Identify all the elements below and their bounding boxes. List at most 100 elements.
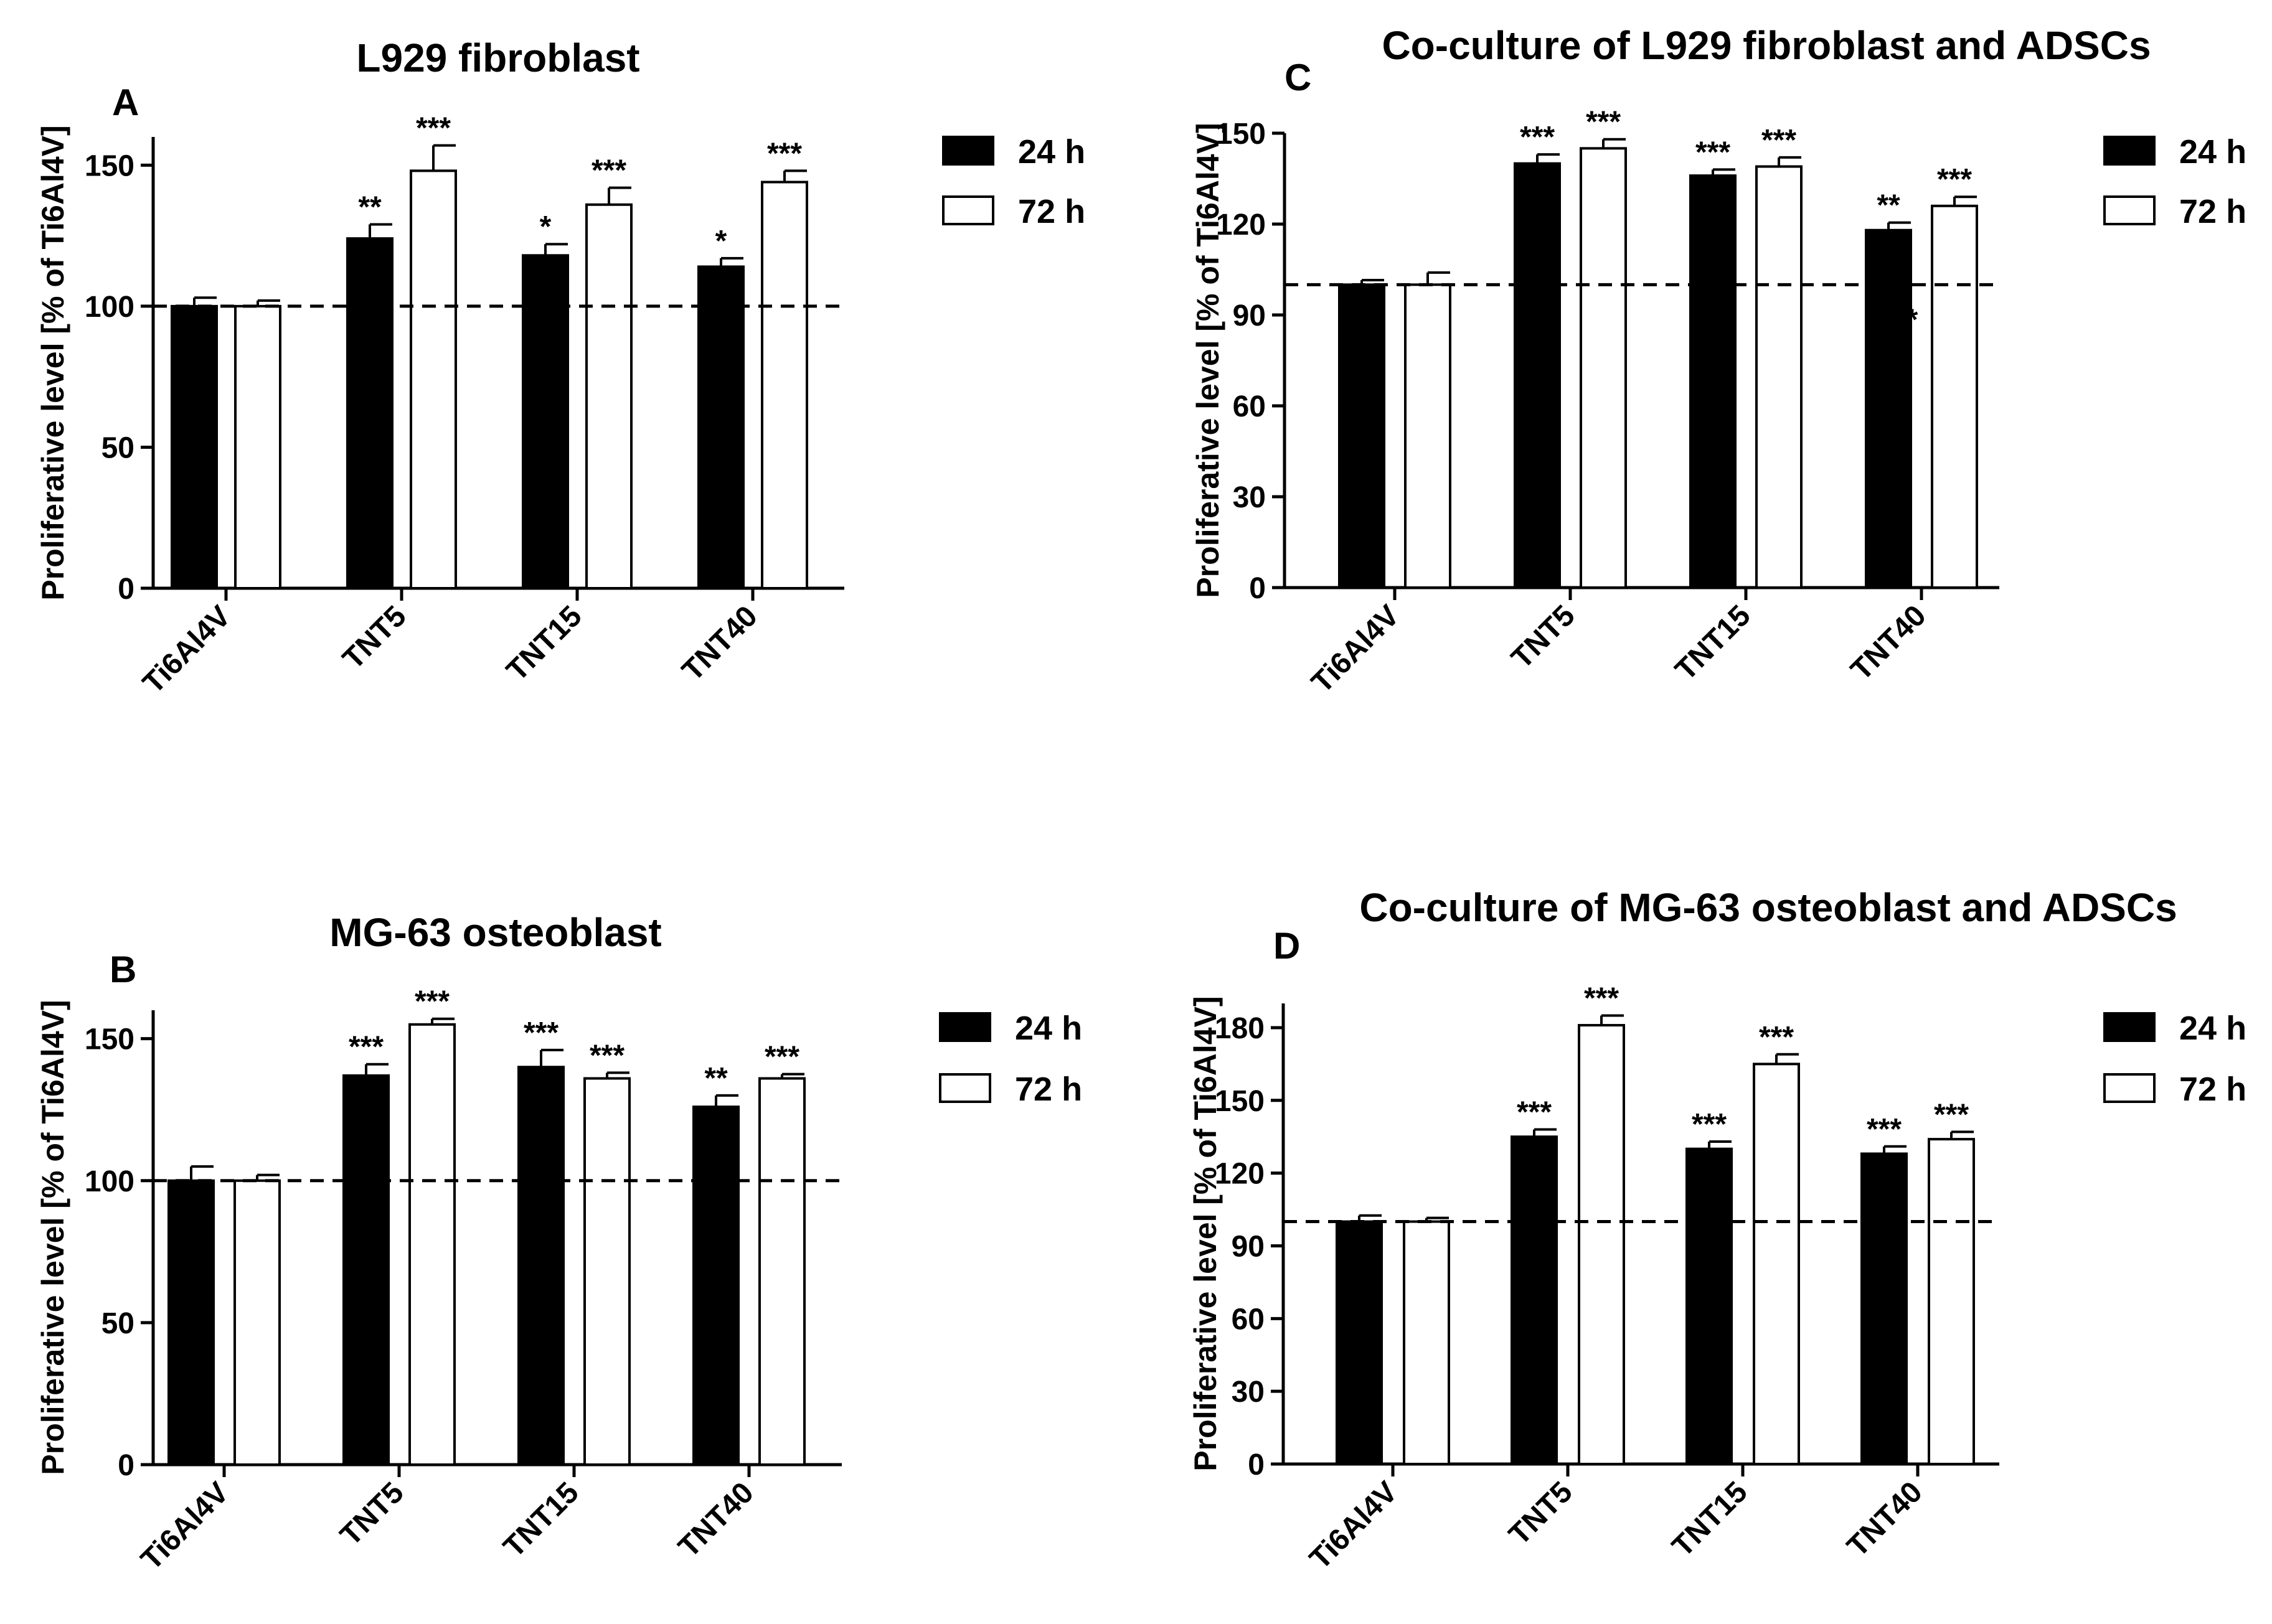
panel-d-significance-label: *** <box>1692 1108 1727 1141</box>
panel-d-bar-24h <box>1860 1152 1908 1465</box>
panel-c-bar-24h <box>1865 228 1912 589</box>
legend-label-72h: 72 h <box>2179 1071 2246 1108</box>
panel-b-bar-24h <box>692 1105 740 1466</box>
panel-d-y-tick-label: 120 <box>1215 1158 1265 1191</box>
panel-d-significance-label: *** <box>1759 1021 1794 1054</box>
panel-c-bar-24h <box>1514 162 1561 589</box>
panel-c-bar-72h <box>1755 165 1803 589</box>
panel-d-y-tick-label: 90 <box>1232 1230 1265 1263</box>
legend-swatch-24h <box>939 1012 991 1042</box>
legend-swatch-72h <box>939 1073 991 1103</box>
panel-c-bar-72h <box>1404 283 1451 589</box>
panel-a-bar-72h <box>410 169 457 589</box>
panel-b-bar-72h <box>758 1077 806 1466</box>
panel-a-y-tick-label: 0 <box>118 573 134 606</box>
panel-d-letter: D <box>1273 925 1300 967</box>
panel-d-bar-24h <box>1336 1220 1383 1466</box>
legend-label-24h: 24 h <box>1018 133 1085 171</box>
panel-b-bar-24h <box>342 1074 390 1466</box>
panel-c-significance-label: ** <box>1877 189 1900 222</box>
panel-d-significance-label: *** <box>1867 1113 1902 1146</box>
panel-a-bar-24h <box>171 304 218 589</box>
panel-a-y-tick-label: 150 <box>85 149 134 182</box>
panel-b-bar-24h <box>517 1066 565 1466</box>
panel-d-bar-72h <box>1403 1220 1450 1466</box>
legend-label-24h: 24 h <box>2179 1010 2246 1047</box>
panel-c-y-tick-label: 0 <box>1249 572 1266 605</box>
legend-label-72h: 72 h <box>1018 193 1085 230</box>
panel-a-significance-label: *** <box>592 154 626 187</box>
panel-b-y-tick-label: 50 <box>101 1307 134 1340</box>
panel-c-significance-label: *** <box>1761 124 1796 157</box>
panel-b-significance-label: *** <box>415 985 450 1018</box>
legend-swatch-24h <box>942 136 994 166</box>
panel-b-significance-label: *** <box>349 1031 384 1064</box>
panel-d-y-tick-label: 150 <box>1215 1085 1265 1118</box>
panel-b-significance-label: *** <box>765 1041 799 1074</box>
panel-a-y-tick-label: 50 <box>101 431 134 464</box>
panel-c-y-axis-label: Proliferative level [% of Ti6Al4V] <box>1190 123 1225 598</box>
panel-d-significance-label: *** <box>1584 982 1619 1015</box>
legend-swatch-72h <box>942 195 994 225</box>
panel-b-bar-72h <box>408 1023 456 1466</box>
panel-d-bar-24h <box>1511 1135 1558 1466</box>
legend-label-72h: 72 h <box>1015 1071 1082 1108</box>
legend-label-72h: 72 h <box>2179 193 2246 230</box>
legend-swatch-24h <box>2103 136 2156 166</box>
panel-a-bar-72h <box>585 203 633 589</box>
panel-a-significance-label: *** <box>416 112 451 145</box>
legend-swatch-72h <box>2103 1073 2156 1103</box>
panel-d-significance-label: *** <box>1517 1096 1552 1129</box>
panel-c-significance-label: *** <box>1937 163 1972 196</box>
panel-c-title: Co-culture of L929 fibroblast and ADSCs <box>1382 23 2151 68</box>
panel-a-bar-72h <box>761 181 808 589</box>
panel-b-legend: 24 h 72 h <box>939 1010 1082 1108</box>
panel-b-significance-label: *** <box>524 1016 559 1049</box>
panel-c-bar-72h <box>1931 204 1978 589</box>
panel-a-bar-72h <box>234 304 281 589</box>
legend-label-24h: 24 h <box>2179 133 2246 171</box>
panel-d-bar-72h <box>1578 1024 1625 1465</box>
panel-b-letter: B <box>110 949 136 990</box>
panel-c-significance-label: *** <box>1695 136 1730 169</box>
panel-c-legend: 24 h 72 h <box>2103 133 2246 230</box>
panel-d-bar-72h <box>1753 1063 1800 1465</box>
panel-a-bar-24h <box>522 254 569 589</box>
panel-d-y-tick-label: 60 <box>1232 1303 1265 1336</box>
panel-c-stray-mark: * <box>1907 303 1918 336</box>
panel-b-y-axis-label: Proliferative level [% of Ti6Al4V] <box>35 1000 70 1475</box>
legend-label-24h: 24 h <box>1015 1010 1082 1047</box>
panel-c-bar-24h <box>1338 283 1385 589</box>
panel-d-y-tick-label: 0 <box>1248 1448 1265 1481</box>
panel-b-y-tick-label: 0 <box>118 1449 134 1482</box>
panel-b-significance-label: *** <box>590 1039 625 1072</box>
panel-d-bar-24h <box>1685 1147 1733 1465</box>
panel-d-y-tick-label: 180 <box>1215 1012 1265 1045</box>
panel-c-bar-24h <box>1689 174 1737 589</box>
panel-a-significance-label: * <box>540 210 552 243</box>
panel-c-y-tick-label: 150 <box>1216 118 1266 151</box>
panel-a-bar-24h <box>697 265 745 589</box>
panel-d-chart: Co-culture of MG-63 osteoblast and ADSCs… <box>1188 885 2246 1576</box>
panel-a-bar-24h <box>346 237 394 589</box>
legend-swatch-72h <box>2103 195 2156 225</box>
legend-swatch-24h <box>2103 1012 2156 1042</box>
panel-c-letter: C <box>1284 57 1311 98</box>
panel-b-chart: MG-63 osteoblast B Proliferative level [% … <box>35 910 1082 1577</box>
panel-a-significance-label: ** <box>358 190 382 223</box>
panel-b-y-tick-label: 100 <box>85 1165 134 1198</box>
panel-d-y-tick-label: 30 <box>1232 1376 1265 1409</box>
panel-a-letter: A <box>112 82 139 123</box>
panel-a-y-tick-label: 100 <box>85 291 134 324</box>
panel-d-significance-label: *** <box>1934 1098 1969 1131</box>
panel-b-significance-label: ** <box>704 1062 728 1095</box>
panel-c-y-tick-label: 60 <box>1233 390 1266 423</box>
panel-d-title: Co-culture of MG-63 osteoblast and ADSCs <box>1359 885 2177 930</box>
panel-a-title: L929 fibroblast <box>356 35 639 80</box>
panel-c-y-tick-label: 30 <box>1233 481 1266 514</box>
panel-d-legend: 24 h 72 h <box>2103 1010 2246 1108</box>
panel-a-significance-label: *** <box>767 137 802 170</box>
panel-c-y-tick-label: 120 <box>1216 209 1266 242</box>
panel-c-significance-label: *** <box>1586 106 1621 139</box>
